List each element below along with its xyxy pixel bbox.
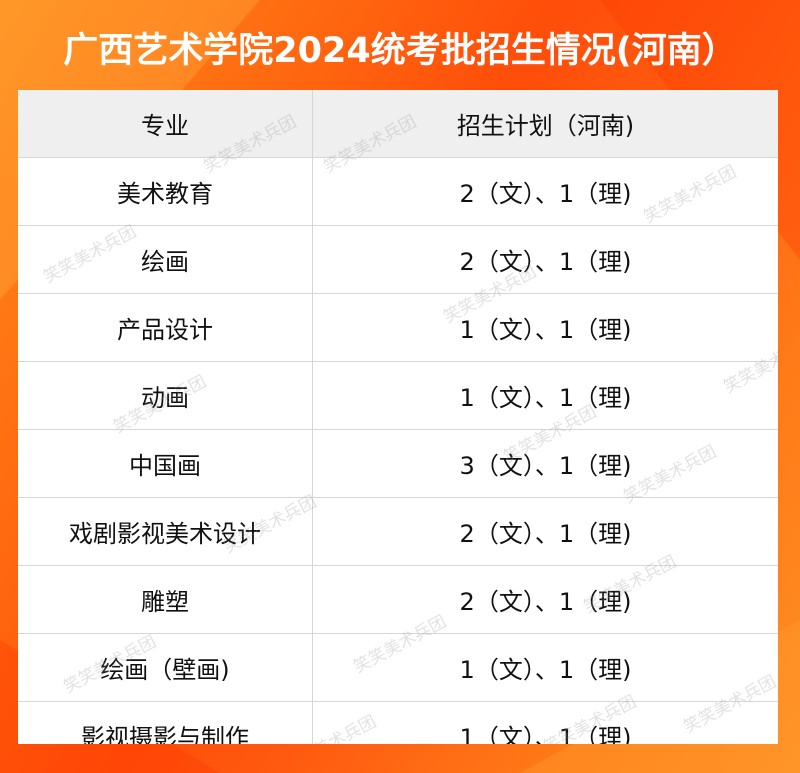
table-row: 绘画 2（文）、1（理) (18, 225, 778, 294)
table-row: 雕塑 2（文）、1（理) (18, 565, 778, 634)
table-row: 戏剧影视美术设计 2（文）、1（理) (18, 497, 778, 566)
plan-cell: 1（文）、1（理) (312, 293, 778, 362)
major-cell: 雕塑 (18, 565, 313, 634)
table-row: 美术教育 2（文）、1（理) (18, 157, 778, 226)
table-row: 中国画 3（文）、1（理) (18, 429, 778, 498)
major-cell: 绘画 (18, 225, 313, 294)
table-row: 动画 1（文）、1（理) (18, 361, 778, 430)
page-title: 广西艺术学院2024统考批招生情况(河南） (63, 31, 737, 71)
major-cell: 中国画 (18, 429, 313, 498)
plan-cell: 3（文）、1（理) (312, 429, 778, 498)
major-cell: 产品设计 (18, 293, 313, 362)
plan-cell: 2（文）、1（理) (312, 157, 778, 226)
plan-cell: 2（文）、1（理) (312, 565, 778, 634)
table-header-row: 专业 招生计划（河南) (18, 90, 778, 158)
header-plan: 招生计划（河南) (312, 90, 778, 158)
major-cell: 绘画（壁画) (18, 633, 313, 702)
plan-cell: 1（文）、1（理) (459, 724, 632, 744)
plan-cell: 2（文）、1（理) (312, 225, 778, 294)
table-row: 影视摄影与制作 1（文）、1（理) (18, 701, 778, 744)
table-row: 绘画（壁画) 1（文）、1（理) (18, 633, 778, 702)
plan-cell: 1（文）、1（理) (312, 633, 778, 702)
table-row: 产品设计 1（文）、1（理) (18, 293, 778, 362)
major-cell: 动画 (18, 361, 313, 430)
major-cell: 影视摄影与制作 (18, 701, 313, 744)
major-cell: 美术教育 (18, 157, 313, 226)
plan-cell: 1（文）、1（理) (312, 361, 778, 430)
enrollment-table: 专业 招生计划（河南) 美术教育 2（文）、1（理) 绘画 2（文）、1（理) 产品设计… (18, 90, 778, 744)
plan-cell: 2（文）、1（理) (312, 497, 778, 566)
header-major: 专业 (18, 90, 313, 158)
major-cell: 戏剧影视美术设计 (18, 497, 313, 566)
